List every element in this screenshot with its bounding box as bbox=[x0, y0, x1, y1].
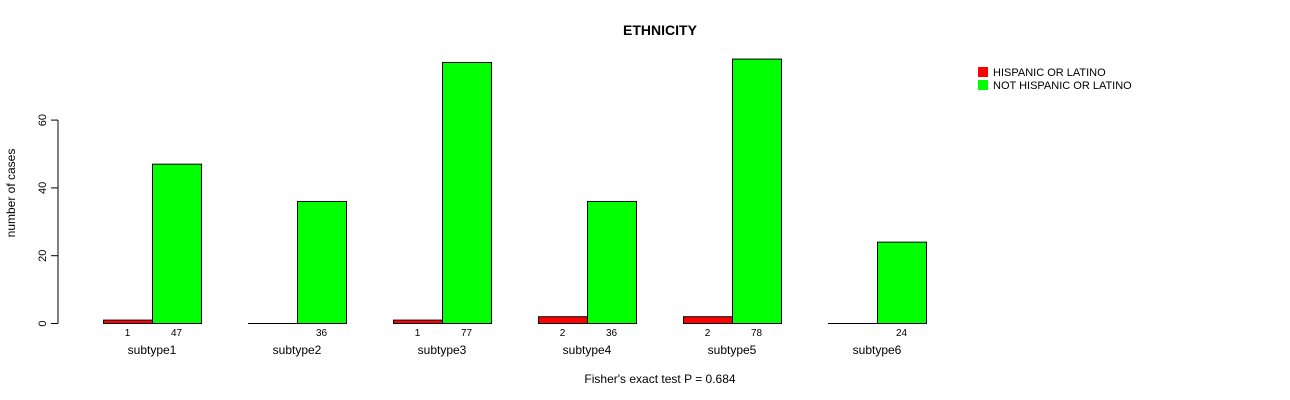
bar-hispanic-subtype3 bbox=[393, 319, 443, 324]
y-tick-label: 0 bbox=[37, 320, 49, 326]
bar-hispanic-subtype5 bbox=[683, 316, 733, 325]
legend-label-hispanic: HISPANIC OR LATINO bbox=[993, 67, 1106, 79]
category-label-subtype5: subtype5 bbox=[708, 343, 757, 357]
bar-not-hispanic-subtype5 bbox=[732, 58, 782, 325]
bar-not-hispanic-subtype3 bbox=[442, 61, 492, 324]
bar-count-label: 24 bbox=[896, 328, 908, 339]
bar-count-label: 1 bbox=[125, 328, 131, 339]
category-label-subtype3: subtype3 bbox=[418, 343, 467, 357]
bar-not-hispanic-subtype6 bbox=[877, 241, 927, 324]
y-tick-label: 20 bbox=[37, 250, 49, 262]
bar-not-hispanic-subtype1 bbox=[152, 163, 202, 324]
chart-title: ETHNICITY bbox=[623, 22, 698, 38]
y-tick-label: 40 bbox=[37, 182, 49, 194]
category-label-subtype1: subtype1 bbox=[128, 343, 177, 357]
bar-count-label: 47 bbox=[171, 328, 183, 339]
y-axis-title: number of cases bbox=[4, 149, 18, 238]
bar-count-label: 36 bbox=[606, 328, 618, 339]
category-label-subtype6: subtype6 bbox=[853, 343, 902, 357]
bar-count-label: 2 bbox=[705, 328, 711, 339]
category-label-subtype2: subtype2 bbox=[273, 343, 322, 357]
y-axis: 0 20 40 60 bbox=[37, 114, 59, 327]
bar-count-label: 78 bbox=[751, 328, 763, 339]
category-labels: subtype1 subtype2 subtype3 subtype4 subtype5… bbox=[128, 343, 902, 357]
category-label-subtype4: subtype4 bbox=[563, 343, 612, 357]
bars-group: 1 47 36 1 77 2 36 2 78 24 bbox=[103, 58, 927, 339]
bar-hispanic-subtype4 bbox=[538, 316, 588, 325]
bar-count-label: 2 bbox=[560, 328, 566, 339]
bar-count-label: 77 bbox=[461, 328, 473, 339]
bar-not-hispanic-subtype2 bbox=[297, 200, 347, 325]
x-axis-title: Fisher's exact test P = 0.684 bbox=[584, 372, 735, 386]
bar-count-label: 1 bbox=[415, 328, 421, 339]
bar-hispanic-subtype1 bbox=[103, 319, 153, 324]
legend-swatch-not-hispanic bbox=[978, 80, 988, 90]
bar-count-label: 36 bbox=[316, 328, 328, 339]
legend-label-not-hispanic: NOT HISPANIC OR LATINO bbox=[993, 80, 1132, 92]
y-tick-label: 60 bbox=[37, 114, 49, 126]
bar-not-hispanic-subtype4 bbox=[587, 200, 637, 325]
legend-swatch-hispanic bbox=[978, 67, 988, 77]
